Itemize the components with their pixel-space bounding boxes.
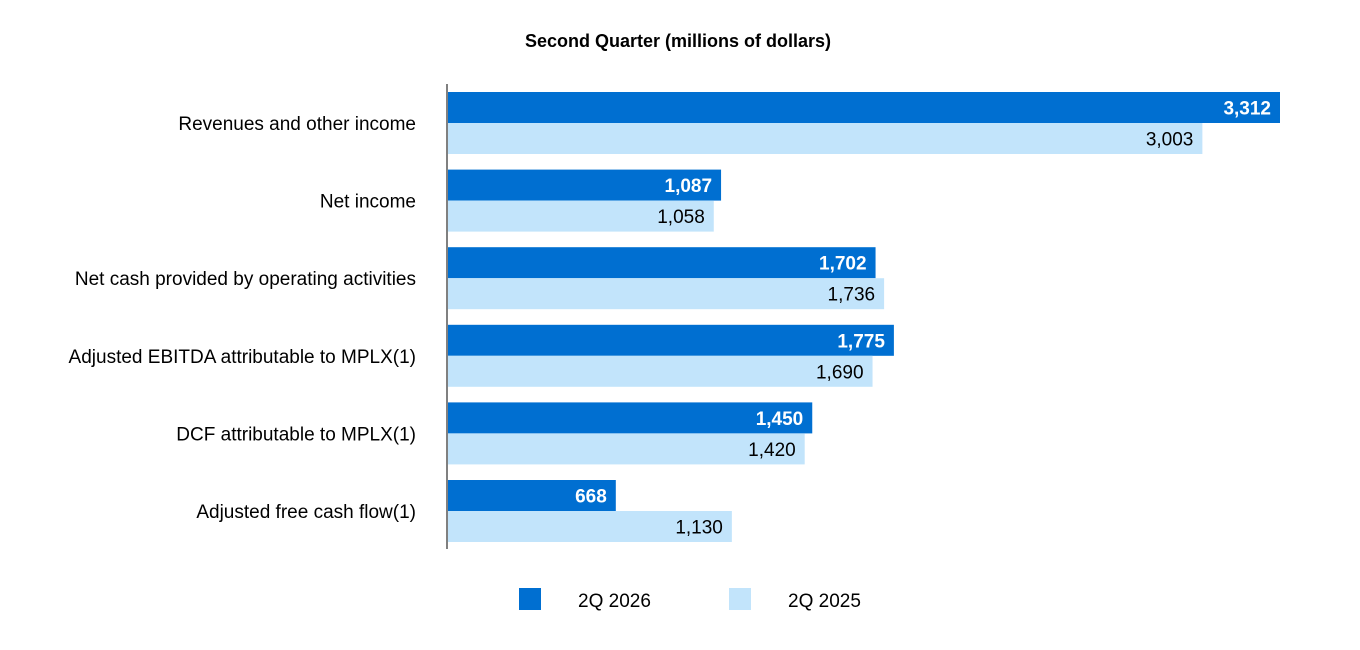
- legend-label: 2Q 2025: [788, 591, 861, 612]
- bar-2q-2025: [448, 433, 805, 465]
- legend-label: 2Q 2026: [578, 591, 651, 612]
- data-label: 1,420: [748, 440, 796, 461]
- data-label: 1,775: [837, 331, 885, 352]
- data-label: 1,702: [819, 254, 867, 275]
- bar-2q-2025: [448, 511, 732, 542]
- data-label: 1,690: [816, 362, 864, 383]
- data-label: 1,736: [828, 285, 876, 306]
- legend-swatch: [729, 588, 751, 610]
- bar-2q-2026: [448, 324, 894, 356]
- data-label: 1,450: [756, 409, 804, 430]
- bar-2q-2025: [448, 278, 885, 310]
- category-label: Adjusted free cash flow(1): [196, 502, 416, 523]
- data-label: 3,312: [1223, 99, 1271, 120]
- category-label: Adjusted EBITDA attributable to MPLX(1): [69, 347, 416, 368]
- category-labels: Revenues and other income Net income Net c…: [69, 114, 416, 523]
- bar-2q-2026: [448, 247, 876, 279]
- bar-2q-2026: [448, 92, 1280, 123]
- bar-2q-2026: [448, 169, 722, 201]
- category-label: Revenues and other income: [178, 114, 416, 135]
- chart-title: Second Quarter (millions of dollars): [525, 31, 831, 51]
- data-label: 3,003: [1146, 130, 1194, 151]
- bar-2q-2025: [448, 123, 1203, 154]
- bar-2q-2025: [448, 355, 873, 387]
- data-label: 1,087: [665, 176, 713, 197]
- category-label: Net income: [320, 192, 416, 213]
- legend-swatch: [519, 588, 541, 610]
- category-label: DCF attributable to MPLX(1): [176, 424, 416, 445]
- bar-2q-2025: [448, 200, 714, 232]
- data-label: 1,058: [657, 207, 705, 228]
- bar-2q-2026: [448, 480, 616, 511]
- legend: 2Q 2026 2Q 2025: [519, 588, 861, 612]
- bar-2q-2026: [448, 402, 813, 434]
- data-label: 1,130: [675, 518, 723, 539]
- bars: 3,312 3,003 1,087 1,058 1,702 1,736 1,775 1,690…: [448, 92, 1280, 542]
- category-label: Net cash provided by operating activitie…: [75, 269, 416, 290]
- data-label: 668: [575, 487, 607, 508]
